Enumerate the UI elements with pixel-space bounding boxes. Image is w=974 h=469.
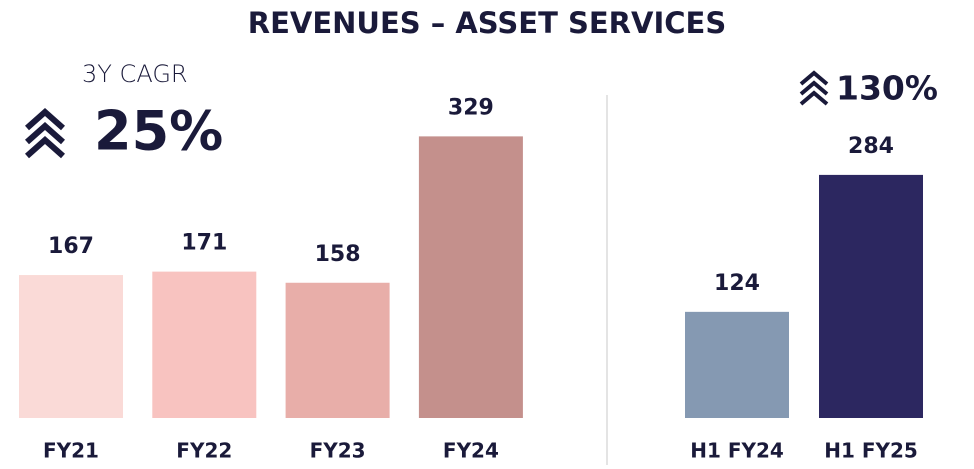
annotation: 130% bbox=[836, 69, 938, 108]
value-label: 167 bbox=[48, 234, 94, 259]
annotation-label: 3Y CAGR bbox=[82, 60, 188, 88]
x-tick-label: FY24 bbox=[443, 439, 499, 463]
bar bbox=[152, 271, 257, 418]
bar bbox=[19, 275, 123, 418]
x-tick-label: FY21 bbox=[43, 439, 99, 463]
chart-title: REVENUES – ASSET SERVICES bbox=[248, 6, 726, 40]
bar bbox=[285, 282, 390, 418]
bar bbox=[418, 136, 523, 418]
x-tick-label: H1 FY24 bbox=[690, 439, 784, 463]
value-label: 171 bbox=[181, 231, 227, 256]
chevron-icon bbox=[799, 70, 829, 106]
bar bbox=[685, 311, 789, 418]
x-tick-label: FY23 bbox=[310, 439, 366, 463]
chevron-icon bbox=[25, 107, 65, 159]
value-label: 284 bbox=[848, 134, 894, 159]
value-label: 158 bbox=[315, 242, 361, 267]
x-tick-label: H1 FY25 bbox=[824, 439, 918, 463]
value-label: 124 bbox=[714, 271, 760, 296]
annotation: 25% bbox=[94, 100, 223, 163]
x-tick-label: FY22 bbox=[176, 439, 232, 463]
bar bbox=[819, 174, 923, 418]
value-label: 329 bbox=[448, 95, 494, 120]
